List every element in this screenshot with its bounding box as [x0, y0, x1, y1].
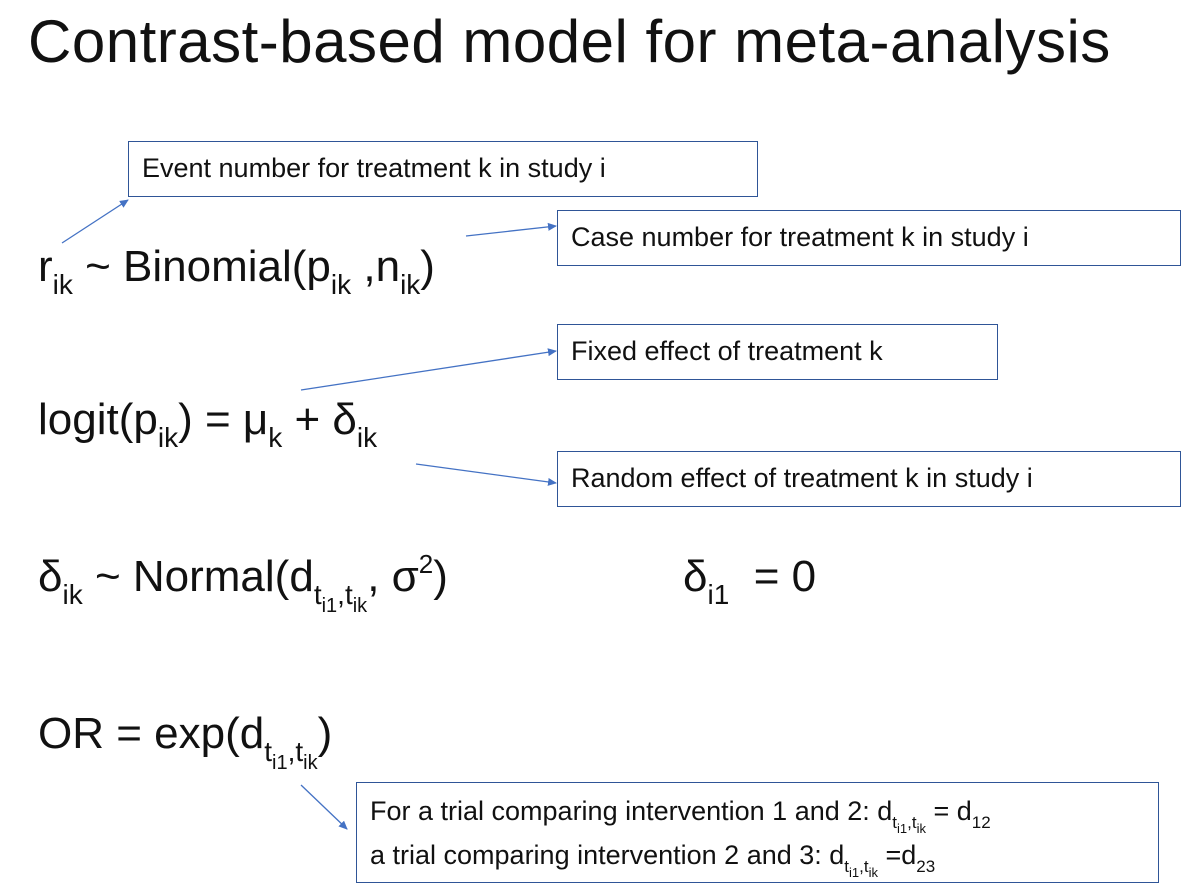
- eq4-t2: t: [295, 736, 304, 767]
- example-line-2-t1: t: [844, 857, 850, 876]
- annotation-case-number: Case number for treatment k in study i: [557, 210, 1181, 266]
- eq3-a-sub: ik: [62, 579, 83, 610]
- equation-logit: logit(pik) = μk + δik: [38, 393, 377, 452]
- eq1-mid: ~ Binomial(p: [72, 242, 331, 291]
- eq3-a: δ: [38, 552, 63, 601]
- eq2-c-sub: ik: [356, 422, 378, 453]
- example-line-2-t2-sub: ik: [868, 865, 878, 880]
- eq2-a: logit(p: [38, 395, 158, 444]
- eq3-t1-sub: i1: [321, 595, 338, 617]
- arrow-to-fixed-box: [300, 348, 557, 391]
- eq4-comma: ,: [287, 736, 296, 767]
- eq1-r-sub: ik: [52, 269, 73, 300]
- eq2-b: ) = μ: [178, 395, 269, 444]
- eq3-b: ~ Normal(d: [82, 552, 314, 601]
- example-line-2-b: =d: [878, 840, 917, 870]
- eq3b-a-sub: i1: [707, 579, 730, 610]
- annotation-fixed-effect: Fixed effect of treatment k: [557, 324, 998, 380]
- eq4-t1-sub: i1: [272, 752, 288, 774]
- eq2-a-sub: ik: [157, 422, 179, 453]
- eq2-b-sub: k: [268, 422, 283, 453]
- example-line-2-sub-group: ti1,tik: [844, 857, 878, 879]
- eq4-t1: t: [264, 736, 272, 767]
- annotation-example-trials: For a trial comparing intervention 1 and…: [356, 782, 1159, 883]
- equation-odds-ratio: OR = exp(dti1,tik): [38, 707, 333, 773]
- example-line-1-comma: ,: [907, 813, 912, 832]
- annotation-event-number-text: Event number for treatment k in study i: [142, 153, 606, 183]
- example-line-2-b-sub: 23: [916, 857, 936, 876]
- annotation-random-effect: Random effect of treatment k in study i: [557, 451, 1181, 507]
- eq3-c: , σ: [367, 552, 419, 601]
- eq3-sup: 2: [418, 549, 434, 579]
- eq3-comma: ,: [337, 579, 345, 610]
- eq3-t2: t: [344, 579, 353, 610]
- eq4-t2-sub: ik: [303, 752, 318, 774]
- example-line-1-t2: t: [911, 813, 917, 832]
- equation-normal: δik ~ Normal(dti1,tik, σ2): [38, 549, 448, 616]
- example-line-1-t2-sub: ik: [916, 821, 926, 836]
- arrow-to-example-box: [300, 784, 348, 830]
- example-line-2-t2: t: [863, 857, 869, 876]
- eq4-sub-group: ti1,tik: [264, 736, 317, 774]
- eq1-n-sub: ik: [400, 269, 421, 300]
- annotation-random-effect-text: Random effect of treatment k in study i: [571, 463, 1033, 493]
- annotation-fixed-effect-text: Fixed effect of treatment k: [571, 336, 883, 366]
- eq1-p-sub: ik: [330, 269, 352, 300]
- eq1-comma-n: ,n: [351, 242, 401, 291]
- example-line-1-b: = d: [926, 796, 972, 826]
- eq2-c: + δ: [282, 395, 357, 444]
- example-line-2-a: a trial comparing intervention 2 and 3: …: [370, 840, 845, 870]
- example-line-1-b-sub: 12: [971, 813, 991, 832]
- equation-binomial: rik ~ Binomial(pik ,nik): [38, 240, 435, 299]
- example-line-2-comma: ,: [859, 857, 864, 876]
- slide-title: Contrast-based model for meta-analysis: [28, 8, 1111, 75]
- eq3-sub-group: ti1,tik: [313, 579, 367, 617]
- eq3-t1: t: [313, 579, 322, 610]
- arrow-to-random-box: [415, 463, 557, 486]
- example-line-1-sub-group: ti1,tik: [892, 813, 926, 835]
- example-line-1-t1-sub: i1: [897, 821, 908, 836]
- arrow-to-event-box: [61, 199, 129, 244]
- equation-reference: δi1 = 0: [683, 550, 817, 609]
- eq3b-a: δ: [683, 552, 708, 601]
- example-line-1-a: For a trial comparing intervention 1 and…: [370, 796, 893, 826]
- eq3-t2-sub: ik: [352, 595, 368, 617]
- example-line-1-t1: t: [892, 813, 898, 832]
- eq3-close: ): [433, 552, 448, 601]
- example-line-2-t1-sub: i1: [849, 865, 860, 880]
- eq1-close: ): [420, 242, 435, 291]
- arrow-to-case-box: [465, 222, 557, 237]
- eq1-r: r: [38, 242, 53, 291]
- annotation-event-number: Event number for treatment k in study i: [128, 141, 758, 197]
- annotation-case-number-text: Case number for treatment k in study i: [571, 222, 1029, 252]
- eq4-close: ): [317, 709, 333, 758]
- eq3b-b: = 0: [729, 552, 817, 601]
- example-line-1: For a trial comparing intervention 1 and…: [370, 795, 1145, 839]
- example-line-2: a trial comparing intervention 2 and 3: …: [370, 839, 1145, 879]
- eq4-a: OR = exp(d: [38, 709, 265, 758]
